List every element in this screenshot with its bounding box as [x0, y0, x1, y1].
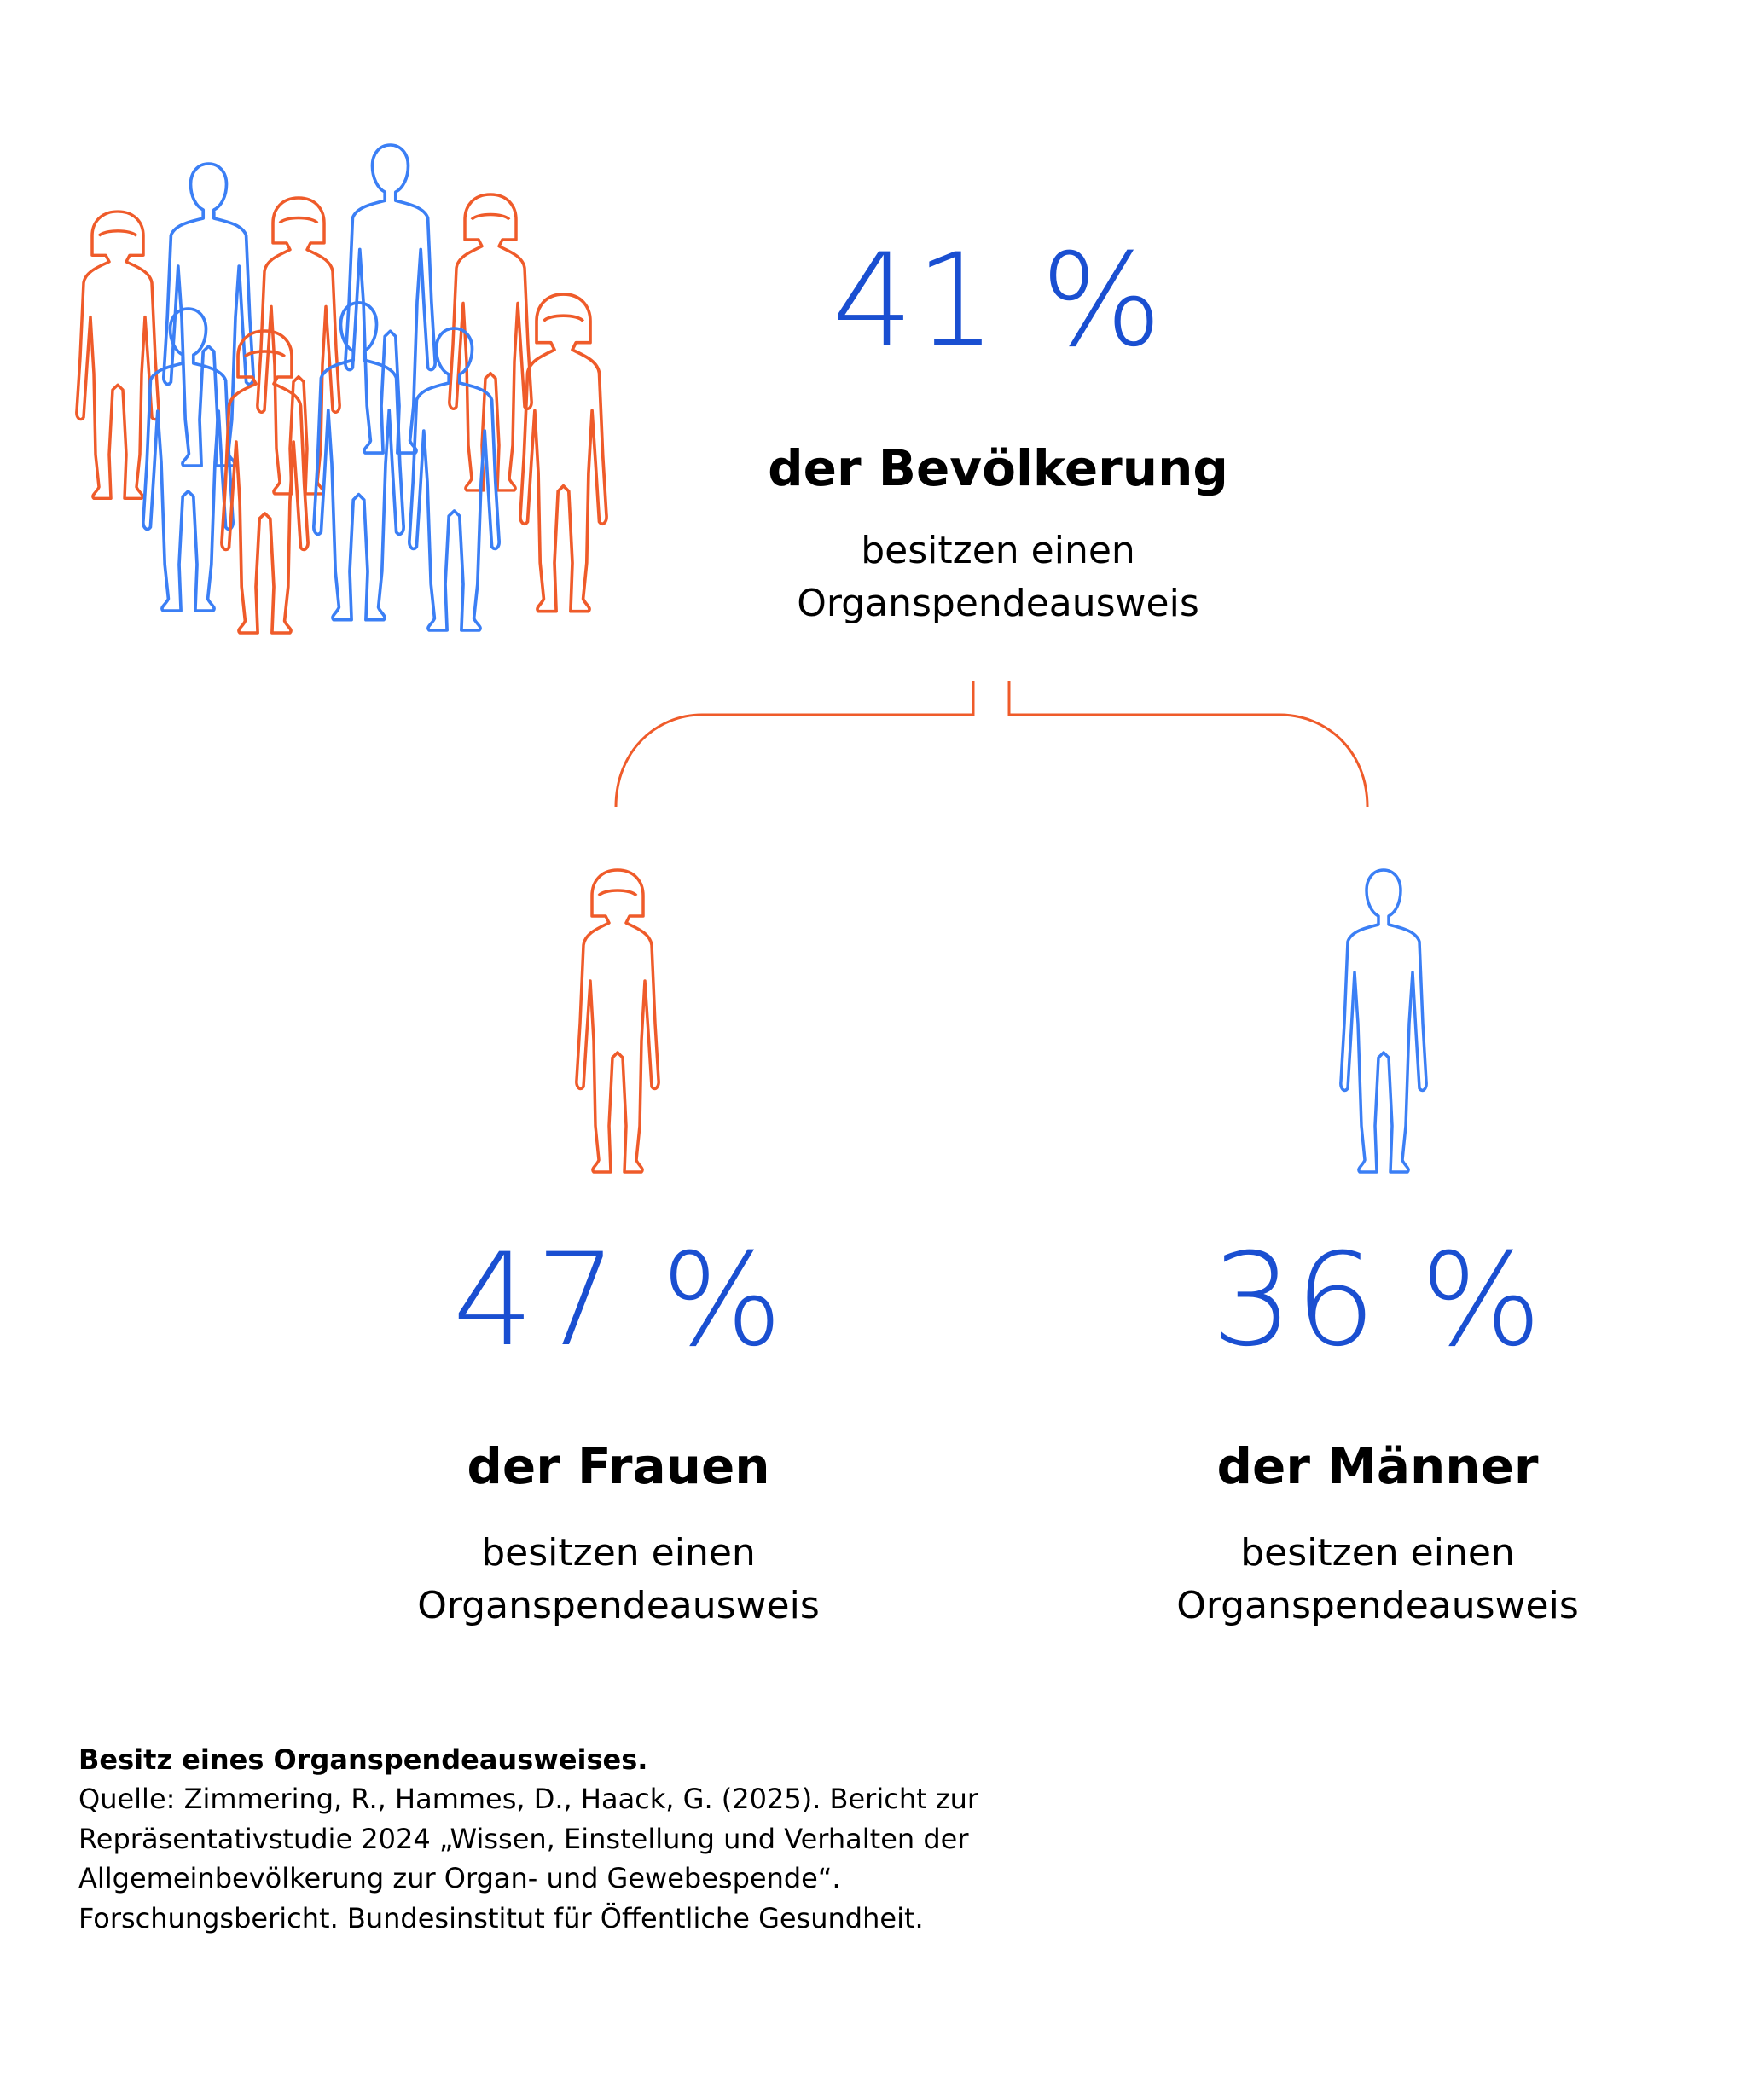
men-group-label: der Männer — [1216, 1437, 1539, 1495]
man-figure-icon — [1338, 868, 1431, 1175]
source-note: Besitz eines Organspendeausweises. Quell… — [78, 1740, 1273, 1938]
men-desc-line1: besitzen einen — [1240, 1531, 1515, 1575]
woman-figure-icon — [573, 868, 667, 1175]
overall-percent: 41 % — [832, 227, 1164, 375]
women-description: besitzen einen Organspendeausweis — [324, 1527, 913, 1632]
women-group-label: der Frauen — [467, 1437, 770, 1495]
overall-desc-line1: besitzen einen — [861, 529, 1135, 572]
women-desc-line1: besitzen einen — [481, 1531, 756, 1575]
source-line: Quelle: Zimmering, R., Hammes, D., Haack… — [78, 1783, 979, 1816]
men-description: besitzen einen Organspendeausweis — [1083, 1527, 1672, 1632]
source-line: Forschungsbericht. Bundesinstitut für Öf… — [78, 1901, 924, 1934]
bracket-connector — [0, 0, 1764, 853]
men-percent: 36 % — [1211, 1227, 1544, 1375]
source-line: Allgemeinbevölkerung zur Organ- und Gewe… — [78, 1862, 841, 1895]
overall-group-label: der Bevölkerung — [768, 439, 1228, 497]
men-desc-line2: Organspendeausweis — [1176, 1583, 1579, 1627]
women-percent: 47 % — [452, 1227, 785, 1375]
women-desc-line2: Organspendeausweis — [417, 1583, 820, 1627]
overall-description: besitzen einen Organspendeausweis — [665, 525, 1331, 629]
overall-desc-line2: Organspendeausweis — [797, 581, 1199, 625]
source-heading: Besitz eines Organspendeausweises. — [78, 1743, 648, 1776]
source-line: Repräsentativstudie 2024 „Wissen, Einste… — [78, 1822, 969, 1855]
